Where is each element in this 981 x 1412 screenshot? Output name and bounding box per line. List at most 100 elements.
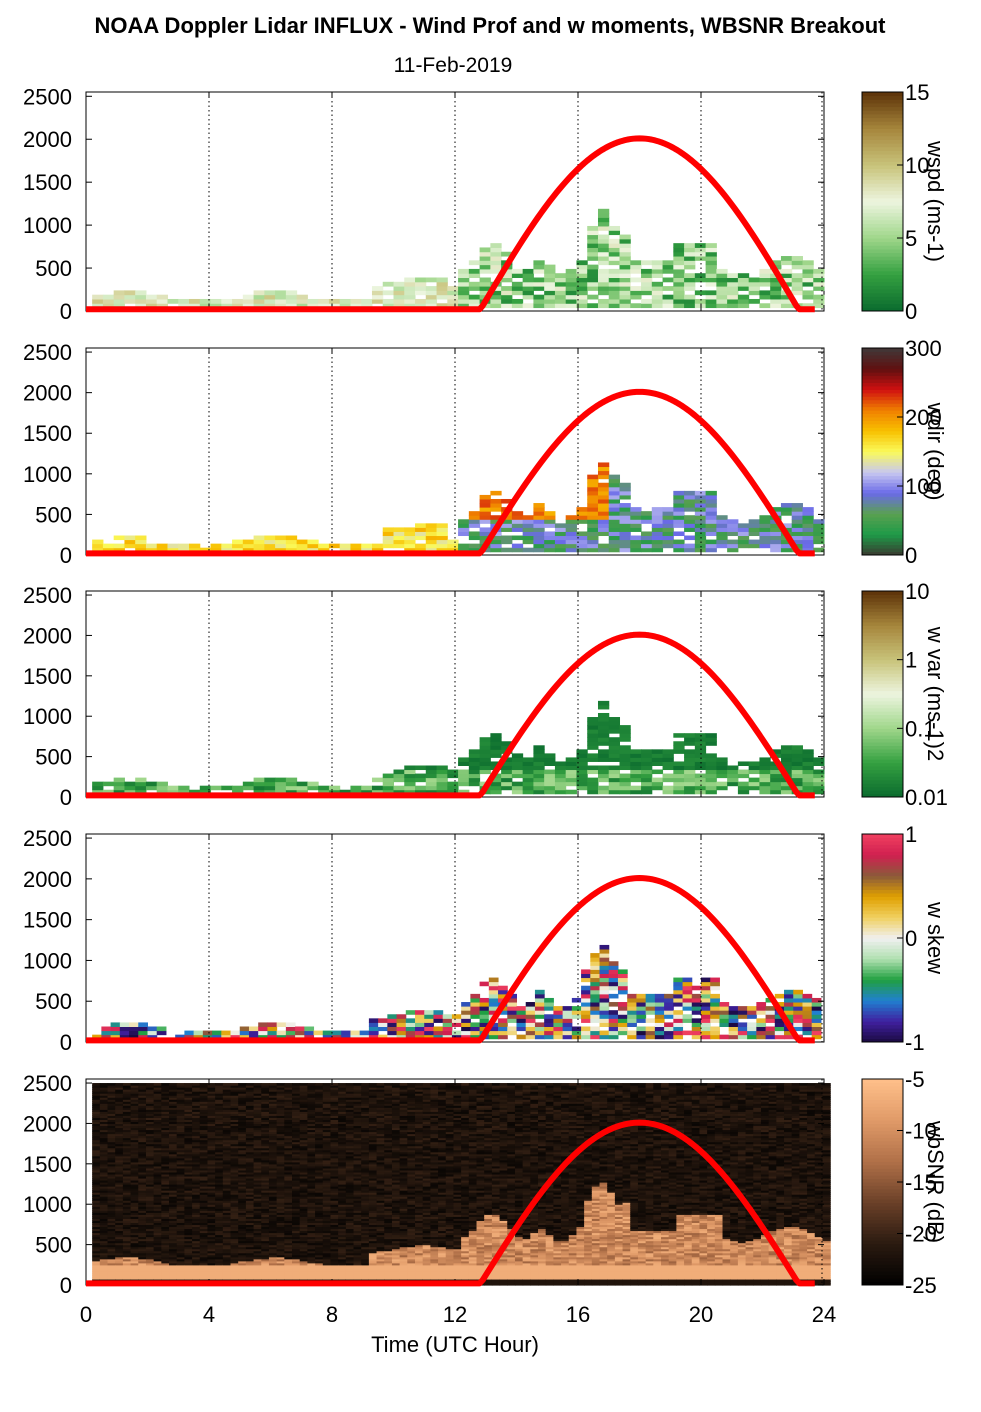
heatmap-cell (122, 1274, 132, 1278)
heatmap-cell (153, 1198, 162, 1201)
heatmap-cell (276, 1169, 285, 1173)
heatmap-cell (276, 1111, 285, 1114)
heatmap-cell (405, 1018, 416, 1023)
heatmap-cell (138, 1184, 147, 1187)
heatmap-cell (554, 781, 567, 787)
heatmap-cell (511, 273, 524, 279)
colorbar-segment (862, 238, 903, 243)
heatmap-cell (253, 1230, 262, 1234)
heatmap-cell (130, 1194, 139, 1197)
heatmap-cell (145, 1165, 155, 1169)
heatmap-cell (533, 286, 545, 291)
heatmap-cell (682, 1002, 693, 1007)
heatmap-cell (770, 523, 782, 528)
heatmap-cell (92, 298, 104, 304)
heatmap-cell (222, 1173, 232, 1177)
heatmap-cell (167, 547, 179, 553)
heatmap-cell (276, 1141, 285, 1145)
heatmap-cell (682, 989, 693, 995)
heatmap-cell (747, 1030, 757, 1036)
heatmap-cell (802, 539, 814, 545)
heatmap-cell (122, 1260, 132, 1264)
colorbar-segment (862, 793, 903, 798)
heatmap-cell (207, 1089, 216, 1092)
heatmap-cell (222, 1266, 232, 1270)
colorbar-segment (862, 892, 903, 897)
colorbar-segment (862, 1024, 903, 1029)
heatmap-cell (728, 1022, 739, 1028)
heatmap-cell (770, 286, 782, 291)
heatmap-cell (276, 1212, 285, 1215)
heatmap-cell (222, 1210, 232, 1213)
heatmap-cell (115, 1186, 124, 1189)
heatmap-cell (424, 1018, 434, 1023)
heatmap-cell (138, 1250, 147, 1254)
colorbar-segment (862, 230, 903, 235)
heatmap-cell (153, 1101, 162, 1104)
heatmap-cell (238, 1083, 247, 1086)
colorbar-segment (862, 948, 903, 953)
heatmap-cell (470, 1006, 481, 1011)
heatmap-cell (276, 1246, 285, 1250)
heatmap-cell (253, 1248, 262, 1252)
heatmap-cell (222, 1175, 232, 1179)
heatmap-cell (276, 1139, 285, 1143)
heatmap-cell (770, 765, 782, 771)
colorbar-segment (862, 161, 903, 166)
heatmap-cell (161, 1123, 170, 1127)
heatmap-cell (107, 1097, 116, 1100)
heatmap-cell (275, 777, 287, 783)
heatmap-cell (192, 1182, 201, 1185)
heatmap-cell (371, 543, 384, 549)
heatmap-cell (253, 1214, 262, 1217)
heatmap-cell (153, 1177, 162, 1181)
heatmap-cell (533, 539, 545, 545)
heatmap-cell (275, 785, 287, 791)
heatmap-cell (245, 1228, 255, 1232)
heatmap-cell (691, 985, 702, 991)
heatmap-cell (145, 1236, 155, 1240)
heatmap-cell (590, 1002, 601, 1007)
heatmap-cell (153, 1161, 162, 1165)
heatmap-cell (92, 1240, 101, 1244)
heatmap-cell (253, 1129, 262, 1133)
heatmap-cell (176, 1212, 185, 1215)
heatmap-cell (130, 1242, 139, 1246)
heatmap-cell (436, 773, 448, 779)
colorbar-segment (862, 847, 903, 852)
heatmap-cell (230, 1177, 239, 1181)
heatmap-cell (705, 290, 717, 296)
heatmap-cell (404, 539, 416, 545)
heatmap-cell (802, 535, 814, 541)
heatmap-cell (115, 1270, 124, 1274)
heatmap-cell (153, 1097, 162, 1100)
heatmap-cell (176, 1087, 185, 1090)
heatmap-cell (619, 303, 631, 309)
colorbar-segment (862, 745, 903, 750)
heatmap-cell (694, 298, 707, 304)
heatmap-cell (630, 286, 642, 291)
heatmap-cell (284, 1192, 293, 1195)
heatmap-cell (99, 1119, 109, 1123)
heatmap-cell (276, 1264, 285, 1268)
heatmap-cell (167, 298, 179, 304)
colorbar-segment (862, 132, 903, 137)
heatmap-cell (215, 1216, 224, 1219)
heatmap-cell (184, 1194, 193, 1197)
heatmap-cell (107, 1107, 116, 1110)
heatmap-cell (662, 765, 674, 771)
heatmap-cell (184, 1089, 193, 1092)
heatmap-cell (253, 1165, 262, 1169)
heatmap-cell (261, 1230, 270, 1234)
heatmap-cell (122, 1117, 132, 1120)
heatmap-cell (130, 1145, 139, 1149)
colorbar-segment (862, 205, 903, 210)
heatmap-cell (161, 1143, 170, 1147)
heatmap-cell (138, 1131, 147, 1135)
heatmap-cell (534, 1002, 545, 1007)
heatmap-cell (99, 1182, 109, 1185)
heatmap-cell (215, 1214, 224, 1217)
heatmap-cell (587, 717, 599, 722)
heatmap-cell (176, 1167, 185, 1171)
heatmap-cell (276, 1266, 285, 1270)
